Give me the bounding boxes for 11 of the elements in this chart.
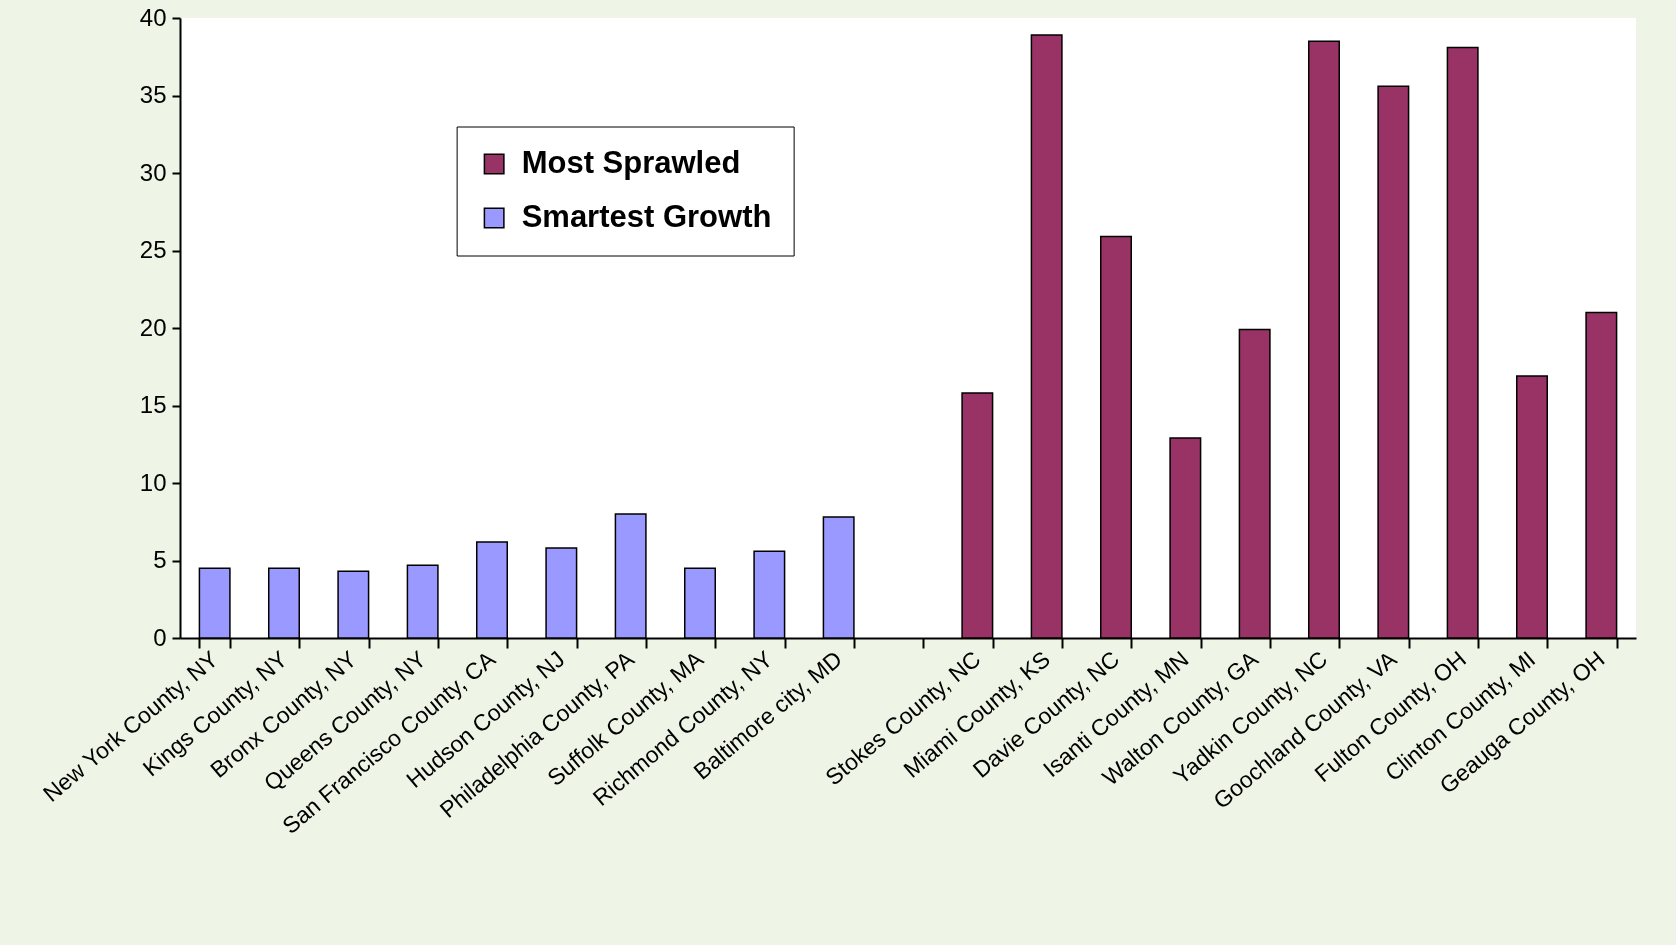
y-tick-label: 10 (139, 468, 167, 496)
legend-label: Most Sprawled (521, 145, 741, 180)
y-tick-label: 0 (153, 623, 167, 651)
y-tick-label: 25 (139, 236, 167, 263)
y-tick-label: 40 (139, 3, 167, 31)
y-tick-label: 5 (153, 546, 167, 573)
legend-label: Smartest Growth (521, 199, 772, 234)
y-tick-label: 35 (139, 81, 167, 108)
y-tick-label: 30 (139, 158, 167, 186)
y-tick-label: 15 (139, 391, 167, 418)
y-tick-label: 20 (139, 313, 167, 341)
